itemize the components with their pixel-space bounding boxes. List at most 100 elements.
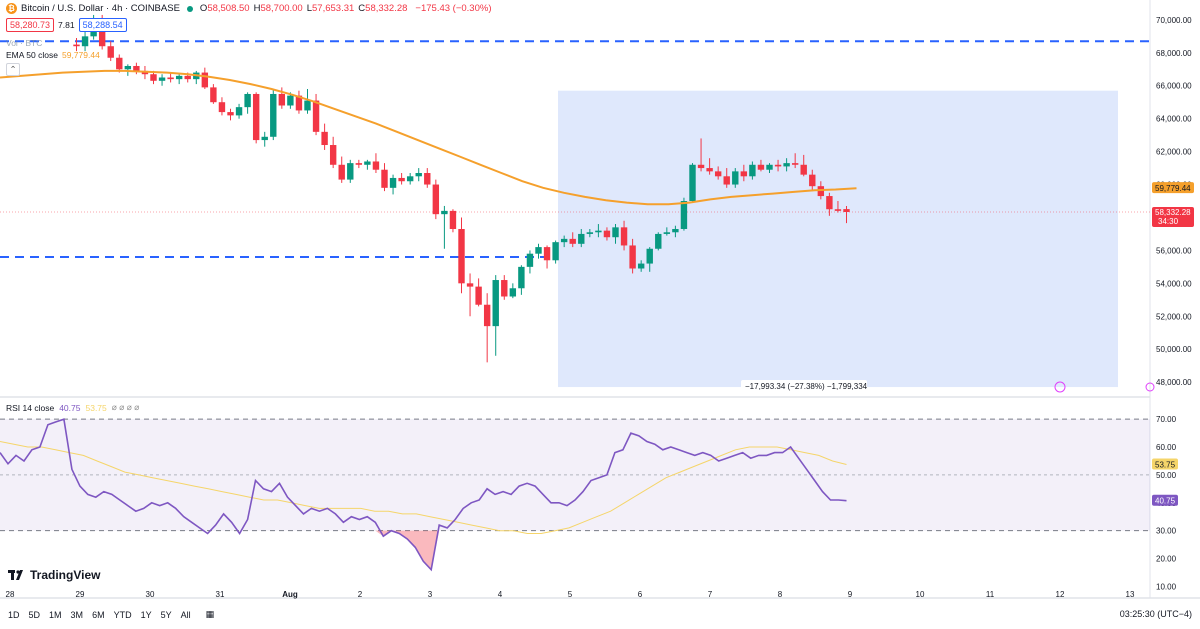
candle-body xyxy=(347,163,354,180)
volume-legend: Vol · BTC xyxy=(6,38,43,48)
ema-50-line xyxy=(0,69,857,206)
price-tick-label: 64,000.00 xyxy=(1156,115,1192,124)
candle-body xyxy=(714,171,722,177)
candle-body xyxy=(680,201,688,229)
x-tick-label: 2 xyxy=(358,590,363,599)
x-tick-label: 31 xyxy=(216,590,225,599)
candle-body xyxy=(424,173,431,185)
x-tick-label: 3 xyxy=(428,590,433,599)
calendar-icon[interactable]: ▦ xyxy=(205,609,215,619)
candle-body xyxy=(749,164,756,177)
x-tick-label: 10 xyxy=(916,590,925,599)
price-tick-label: 62,000.00 xyxy=(1156,148,1192,157)
range-3m[interactable]: 3M xyxy=(70,609,84,620)
candle-body xyxy=(706,168,713,172)
candle-body xyxy=(783,163,790,167)
candle-body xyxy=(646,248,653,264)
candle-body xyxy=(501,280,508,297)
x-tick-label: 28 xyxy=(6,590,15,599)
candle-body xyxy=(287,95,294,106)
candle-body xyxy=(843,209,850,212)
candle-body xyxy=(218,102,226,113)
buy-button[interactable]: 58,288.54 xyxy=(78,18,127,32)
price-tag: 58,332.28 xyxy=(1155,208,1191,217)
candle-body xyxy=(578,233,585,244)
range-all[interactable]: All xyxy=(180,609,191,620)
x-tick-label: 7 xyxy=(708,590,713,599)
rsi-oversold-fill xyxy=(375,530,440,570)
ohlc-values: O58,508.50 H58,700.00 L57,653.31 C58,332.28 xyxy=(200,3,412,14)
ema-legend: EMA 50 close 59,779.44 xyxy=(6,50,100,60)
candle-body xyxy=(184,75,191,80)
x-tick-label: 5 xyxy=(568,590,573,599)
candle-body xyxy=(201,72,209,88)
candle-body xyxy=(406,176,414,182)
candle-body xyxy=(81,36,89,47)
range-1m[interactable]: 1M xyxy=(49,609,62,620)
range-5d[interactable]: 5D xyxy=(28,609,41,620)
candle-body xyxy=(261,136,268,141)
ohlc-key-o: O xyxy=(199,3,208,14)
candle-body xyxy=(492,280,499,327)
rsi-ma-tag: 53.75 xyxy=(1155,460,1176,469)
change-value: −175.43 (−0.30%) xyxy=(415,3,492,14)
measure-range-box xyxy=(558,90,1118,388)
candle-body xyxy=(449,210,457,229)
bitcoin-icon: ₿ xyxy=(6,3,17,14)
candle-body xyxy=(355,163,363,165)
rsi-line xyxy=(0,418,847,572)
ema-price-tag: 59,779.44 xyxy=(1155,184,1191,193)
price-tick-label: 50,000.00 xyxy=(1156,345,1192,354)
candle-body xyxy=(637,263,645,269)
rsi-ma-legend-value: 53.75 xyxy=(85,402,107,413)
candle-body xyxy=(723,176,730,185)
candle-body xyxy=(689,164,696,201)
rsi-extra-icons: ⌀ ⌀ ⌀ ⌀ xyxy=(111,402,140,412)
ohlc-value-c: 58,332.28 xyxy=(365,3,408,14)
x-tick-label: 6 xyxy=(638,590,643,599)
price-tick-label: 70,000.00 xyxy=(1156,16,1192,25)
rsi-legend-value: 40.75 xyxy=(59,402,81,413)
rsi-tag: 40.75 xyxy=(1155,497,1176,506)
price-tick-label: 48,000.00 xyxy=(1156,378,1192,387)
candle-body xyxy=(697,164,705,169)
candle-body xyxy=(381,169,388,188)
candle-body xyxy=(826,196,833,210)
candle-body xyxy=(227,112,234,116)
sell-button[interactable]: 58,280.73 xyxy=(6,18,55,32)
rsi-tick-label: 10.00 xyxy=(1156,582,1177,591)
range-ytd[interactable]: YTD xyxy=(113,609,132,620)
range-6m[interactable]: 6M xyxy=(92,609,105,620)
clock-readout: 03:25:30 (UTC−4) xyxy=(1119,609,1192,619)
candle-body xyxy=(252,93,260,141)
price-tick-label: 66,000.00 xyxy=(1156,82,1192,91)
candle-body xyxy=(629,245,636,269)
candle-body xyxy=(73,44,80,47)
candle-body xyxy=(304,100,311,111)
candle-body xyxy=(655,233,662,249)
alert-bolt-icon xyxy=(1054,381,1066,393)
range-1y[interactable]: 1Y xyxy=(140,609,152,620)
candle-body xyxy=(526,253,534,267)
rsi-tick-label: 70.00 xyxy=(1156,415,1177,424)
candle-body xyxy=(210,87,217,103)
measure-label-bg xyxy=(741,380,867,392)
candle-body xyxy=(483,304,491,327)
candle-body xyxy=(372,161,380,170)
x-tick-label: 8 xyxy=(778,590,783,599)
range-1d[interactable]: 1D xyxy=(8,609,20,620)
range-5y[interactable]: 5Y xyxy=(160,609,172,620)
brand-name: TradingView xyxy=(30,568,101,582)
candle-body xyxy=(766,164,773,170)
ema-price-tag-bg xyxy=(1152,182,1194,194)
measure-annotation: −17,993.34 (−27.38%) −1,799,334 xyxy=(741,380,868,392)
x-tick-label: Aug xyxy=(282,590,298,599)
symbol-title[interactable]: Bitcoin / U.S. Dollar · 4h · COINBASE xyxy=(21,3,180,14)
measure-label: −17,993.34 (−27.38%) −1,799,334 xyxy=(745,382,868,391)
candle-body xyxy=(740,171,748,177)
candle-body xyxy=(107,46,114,58)
collapse-legend-icon[interactable]: ⌃ xyxy=(6,63,20,76)
x-tick-label: 4 xyxy=(498,590,503,599)
ema-label: EMA 50 close xyxy=(6,50,58,60)
